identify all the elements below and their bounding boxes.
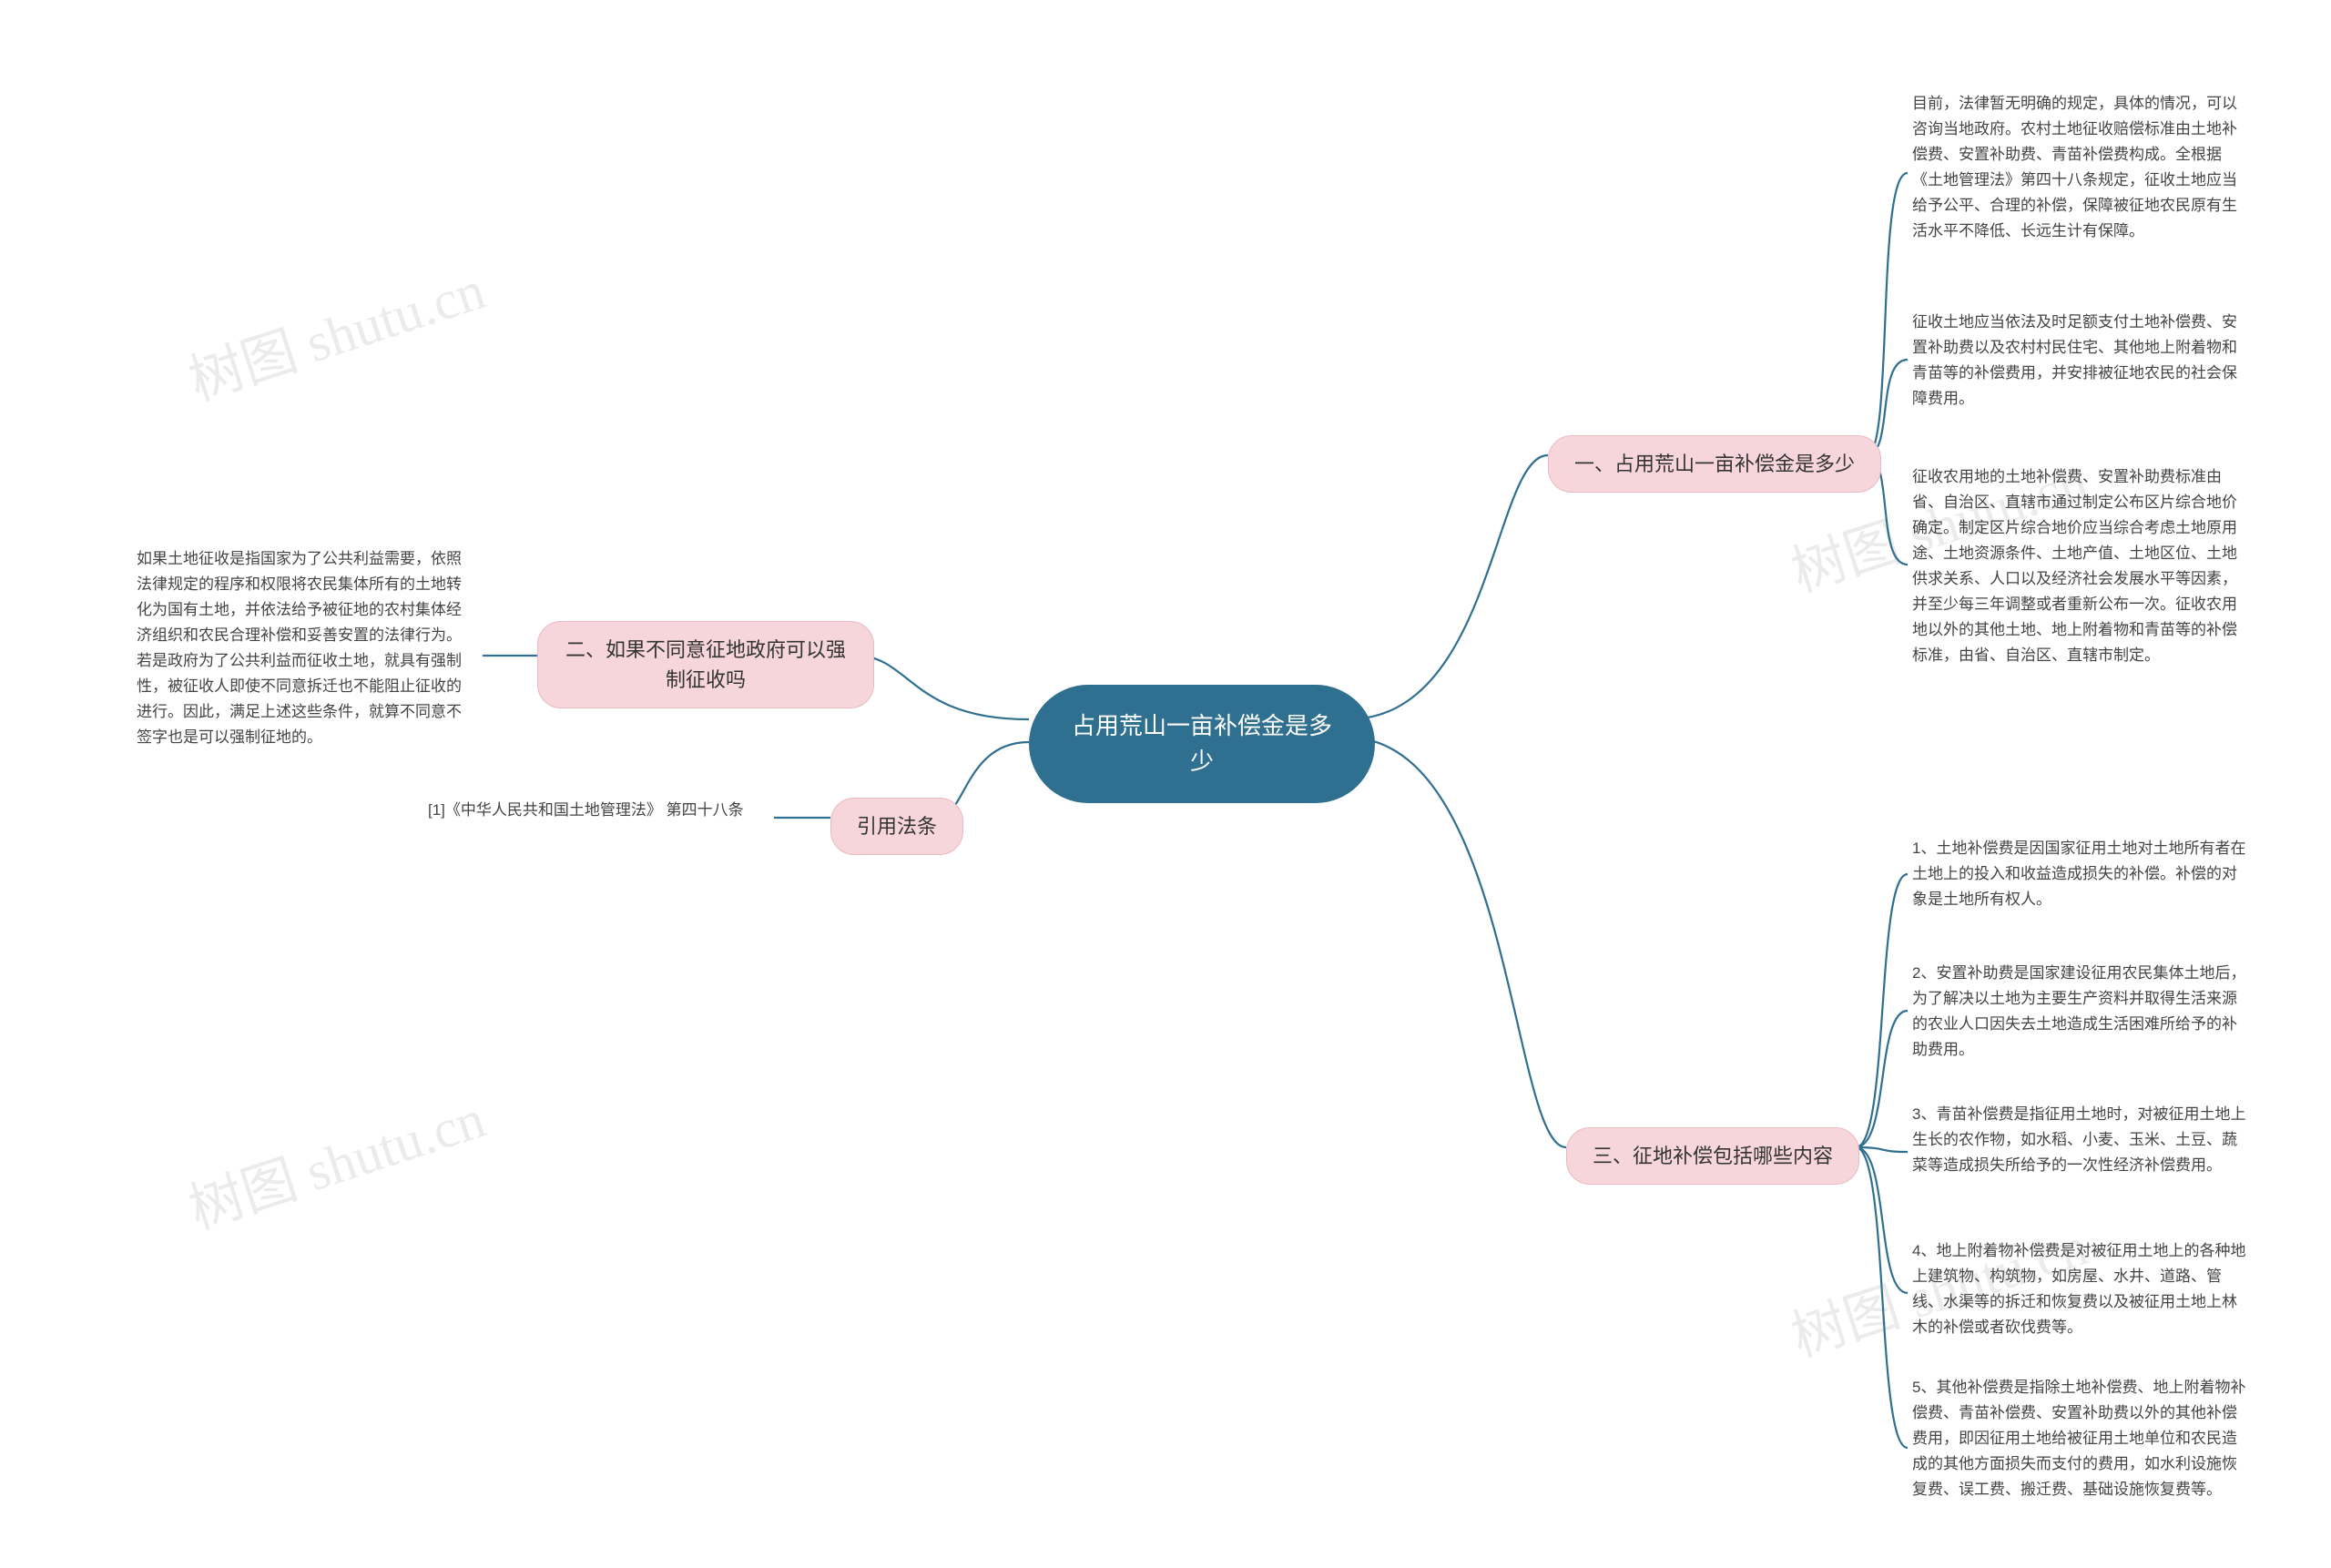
branch-2-leaf-1: 如果土地征收是指国家为了公共利益需要，依照法律规定的程序和权限将农民集体所有的土…	[137, 546, 473, 750]
branch-3-leaf-5: 5、其他补偿费是指除土地补偿费、地上附着物补偿费、青苗补偿费、安置补助费以外的其…	[1912, 1375, 2249, 1502]
branch-4-leaf-1: [1]《中华人民共和国土地管理法》 第四十八条	[428, 798, 744, 823]
branch-1[interactable]: 一、占用荒山一亩补偿金是多少	[1548, 435, 1881, 493]
central-text: 占用荒山一亩补偿金是多少	[1072, 712, 1332, 775]
branch-3-leaf-1: 1、土地补偿费是因国家征用土地对土地所有者在土地上的投入和收益造成损失的补偿。补…	[1912, 836, 2249, 912]
branch-2-label: 二、如果不同意征地政府可以强制征收吗	[565, 638, 846, 691]
watermark: 树图 shutu.cn	[178, 246, 494, 416]
branch-1-label: 一、占用荒山一亩补偿金是多少	[1574, 453, 1855, 475]
branch-4[interactable]: 引用法条	[830, 798, 963, 855]
branch-1-leaf-2: 征收土地应当依法及时足额支付土地补偿费、安置补助费以及农村村民住宅、其他地上附着…	[1912, 310, 2249, 412]
branch-1-leaf-3: 征收农用地的土地补偿费、安置补助费标准由省、自治区、直辖市通过制定公布区片综合地…	[1912, 464, 2249, 668]
branch-3[interactable]: 三、征地补偿包括哪些内容	[1566, 1127, 1859, 1185]
branch-3-leaf-2: 2、安置补助费是国家建设征用农民集体土地后，为了解决以土地为主要生产资料并取得生…	[1912, 961, 2249, 1063]
branch-4-label: 引用法条	[857, 815, 937, 838]
branch-3-leaf-3: 3、青苗补偿费是指征用土地时，对被征用土地上生长的农作物，如水稻、小麦、玉米、土…	[1912, 1102, 2249, 1178]
central-node[interactable]: 占用荒山一亩补偿金是多少	[1029, 685, 1375, 803]
branch-1-leaf-1: 目前，法律暂无明确的规定，具体的情况，可以咨询当地政府。农村土地征收赔偿标准由土…	[1912, 91, 2249, 244]
watermark: 树图 shutu.cn	[178, 1074, 494, 1245]
branch-3-leaf-4: 4、地上附着物补偿费是对被征用土地上的各种地上建筑物、构筑物，如房屋、水井、道路…	[1912, 1238, 2249, 1340]
branch-2[interactable]: 二、如果不同意征地政府可以强制征收吗	[537, 621, 874, 708]
branch-3-label: 三、征地补偿包括哪些内容	[1593, 1145, 1833, 1167]
